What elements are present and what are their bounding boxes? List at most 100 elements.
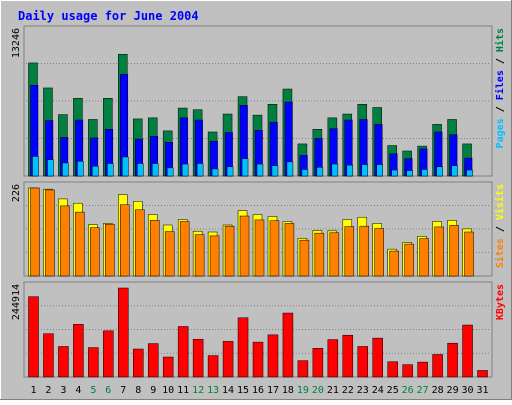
x-tick-label-day-15: 15 (237, 385, 249, 396)
bar-pages-day-18 (286, 161, 294, 177)
bar-sites-day-19 (299, 239, 310, 277)
bar-pages-day-28 (436, 166, 443, 177)
x-tick-label-day-7: 7 (120, 385, 126, 396)
bar-kbytes-day-8 (133, 348, 144, 378)
x-tick-label-day-28: 28 (432, 385, 444, 396)
bar-sites-day-21 (329, 232, 340, 277)
x-tick-label-day-9: 9 (150, 385, 156, 396)
bar-kbytes-day-4 (73, 324, 84, 378)
x-tick-label-day-13: 13 (207, 385, 219, 396)
bar-sites-day-28 (434, 226, 444, 277)
x-tick-label-day-12: 12 (192, 385, 204, 396)
legend-item-kbytes: KBytes (495, 284, 506, 320)
bar-kbytes-day-25 (387, 361, 398, 378)
bar-sites-day-13 (209, 235, 220, 277)
bar-kbytes-day-21 (327, 339, 339, 378)
panel-visits-sites: 226 Sites / Visits (11, 181, 506, 277)
bar-kbytes-day-28 (432, 354, 443, 378)
bar-kbytes-day-12 (192, 338, 204, 378)
bar-kbytes-day-5 (88, 347, 99, 378)
x-tick-label-day-29: 29 (447, 385, 459, 396)
bar-pages-day-13 (211, 168, 219, 177)
bar-kbytes-day-23 (357, 346, 369, 378)
bar-pages-day-24 (376, 164, 383, 177)
bar-kbytes-day-10 (162, 356, 174, 378)
bar-kbytes-day-18 (282, 312, 294, 378)
bar-kbytes-day-2 (43, 333, 54, 378)
bar-sites-day-26 (404, 243, 414, 277)
x-tick-label-day-11: 11 (177, 385, 189, 396)
bar-sites-day-16 (254, 219, 265, 277)
x-tick-label-day-1: 1 (30, 385, 36, 396)
bar-kbytes-day-3 (58, 346, 69, 378)
bar-sites-day-24 (374, 228, 384, 277)
x-tick-label-day-4: 4 (75, 385, 81, 396)
legend-item-pages: Pages (495, 118, 506, 148)
bar-kbytes-day-1 (28, 296, 39, 378)
x-tick-label-day-30: 30 (462, 385, 474, 396)
legend-item-hits: Hits (494, 28, 506, 52)
bar-pages-day-30 (466, 169, 473, 177)
bar-sites-day-3 (60, 205, 70, 277)
legend-visits-sites: Sites / Visits (494, 184, 506, 268)
bar-sites-day-10 (164, 231, 175, 277)
x-tick-label-day-24: 24 (372, 385, 384, 396)
chart-title: Daily usage for June 2004 (18, 9, 199, 23)
bar-pages-day-10 (166, 167, 174, 177)
bar-sites-day-11 (179, 221, 190, 277)
x-axis-labels: 1 2 3 4 5 6 7 8 9 10 11 12 13 14 15 16 17 18 19 20 21 22 23 24 2… (30, 385, 488, 396)
bar-pages-day-20 (316, 167, 324, 177)
bar-kbytes-day-14 (222, 341, 234, 378)
bar-pages-day-12 (196, 163, 204, 177)
bar-kbytes-day-17 (267, 334, 279, 378)
x-tick-label-day-20: 20 (312, 385, 324, 396)
bar-sites-day-30 (464, 231, 474, 277)
bar-pages-day-19 (301, 169, 309, 177)
x-tick-label-day-19: 19 (297, 385, 309, 396)
legend-item-visits: Visits (494, 184, 506, 220)
bar-sites-day-9 (149, 220, 160, 277)
bar-kbytes-day-31 (477, 370, 488, 378)
bar-pages-day-3 (62, 162, 69, 177)
bar-sites-day-1 (30, 187, 40, 277)
bar-kbytes-day-6 (103, 330, 114, 378)
bar-pages-day-7 (122, 156, 129, 177)
legend-separator: / (495, 52, 506, 70)
bar-kbytes-day-22 (342, 334, 354, 378)
bar-kbytes-day-13 (207, 355, 219, 378)
x-tick-label-day-22: 22 (342, 385, 354, 396)
x-tick-label-day-26: 26 (402, 385, 414, 396)
x-tick-label-day-8: 8 (135, 385, 141, 396)
chart-panels: 13246 Pages / Files / Hits 226 Sites / Visi… (11, 25, 506, 378)
bar-sites-day-20 (314, 232, 325, 277)
bar-pages-day-9 (151, 163, 159, 177)
x-tick-label-day-10: 10 (162, 385, 174, 396)
bar-pages-day-2 (47, 159, 54, 177)
bar-kbytes-day-29 (447, 342, 458, 378)
panel-hits-files-pages: 13246 Pages / Files / Hits (11, 25, 506, 177)
bar-pages-day-25 (391, 169, 398, 177)
bar-pages-day-26 (406, 170, 413, 177)
x-tick-label-day-23: 23 (357, 385, 369, 396)
ymax-label: 13246 (11, 28, 22, 58)
legend-separator: / (495, 100, 506, 118)
bar-sites-day-29 (449, 225, 459, 277)
bar-sites-day-23 (359, 225, 370, 277)
bar-sites-day-14 (224, 225, 235, 277)
bar-kbytes-day-9 (147, 343, 159, 378)
bar-sites-day-22 (344, 226, 355, 277)
bar-sites-day-18 (284, 223, 295, 277)
bar-pages-day-8 (137, 163, 144, 177)
bar-sites-day-4 (75, 211, 85, 277)
legend-item-sites: Sites (494, 238, 506, 268)
x-tick-label-day-18: 18 (282, 385, 294, 396)
bar-pages-day-11 (181, 163, 189, 177)
bar-kbytes-day-16 (252, 341, 264, 378)
panel-kbytes: 244914 KBytes (11, 281, 506, 378)
bar-kbytes-day-11 (177, 326, 189, 378)
bar-kbytes-day-30 (462, 324, 473, 378)
bar-sites-day-12 (194, 234, 205, 277)
legend-separator: / (495, 220, 506, 238)
